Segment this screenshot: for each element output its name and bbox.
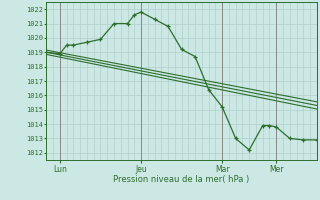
X-axis label: Pression niveau de la mer( hPa ): Pression niveau de la mer( hPa ) [114, 175, 250, 184]
